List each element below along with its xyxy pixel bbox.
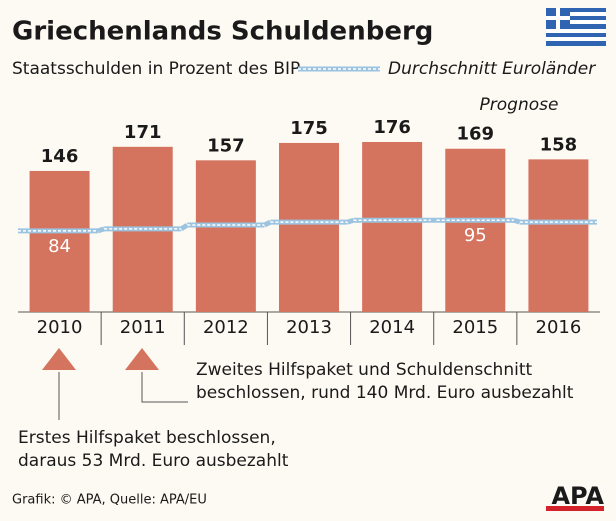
average-label: 84 (48, 236, 71, 257)
bar (528, 159, 589, 312)
logo-bar (546, 506, 604, 511)
x-tick-label: 2013 (286, 317, 332, 338)
x-tick-label: 2012 (203, 317, 249, 338)
x-tick-label: 2014 (369, 317, 415, 338)
average-step (97, 226, 105, 234)
flag (546, 8, 606, 46)
subtitle: Staatsschulden in Prozent des BIP (12, 59, 300, 79)
logo: APA (551, 482, 604, 510)
annotation: Zweites Hilfspaket und Schuldenschnitt (196, 360, 532, 380)
source: Grafik: © APA, Quelle: APA/EU (12, 493, 207, 508)
value-label: 175 (290, 118, 328, 139)
average-step (179, 222, 189, 232)
x-tick-label: 2016 (536, 317, 582, 338)
value-label: 171 (124, 122, 162, 143)
annotation: daraus 53 Mrd. Euro ausbezahlt (18, 451, 289, 471)
value-label: 169 (456, 124, 494, 145)
value-label: 158 (540, 134, 578, 155)
x-tick-label: 2010 (37, 317, 83, 338)
average-step (346, 217, 355, 225)
annotation: Erstes Hilfspaket beschlossen, (18, 428, 276, 448)
average-step (513, 217, 521, 225)
triangle (125, 348, 159, 370)
annotation: beschlossen, rund 140 Mrd. Euro ausbezah… (196, 383, 574, 403)
value-label: 176 (373, 117, 411, 138)
x-tick-label: 2011 (120, 317, 166, 338)
chart-title: Griechenlands Schuldenberg (12, 17, 433, 47)
average-step (263, 219, 272, 228)
value-label: 146 (41, 146, 79, 167)
bar (29, 170, 90, 312)
connector (141, 372, 188, 403)
annotation: Prognose (480, 95, 559, 115)
bar (362, 141, 423, 312)
triangle (42, 348, 76, 370)
bar (279, 142, 339, 312)
average-label: 95 (464, 225, 487, 246)
bar (195, 160, 256, 312)
legend-label: Durchschnitt Euroländer (388, 59, 596, 79)
x-tick-label: 2015 (452, 317, 498, 338)
value-label: 157 (207, 135, 245, 156)
bar (445, 148, 506, 312)
